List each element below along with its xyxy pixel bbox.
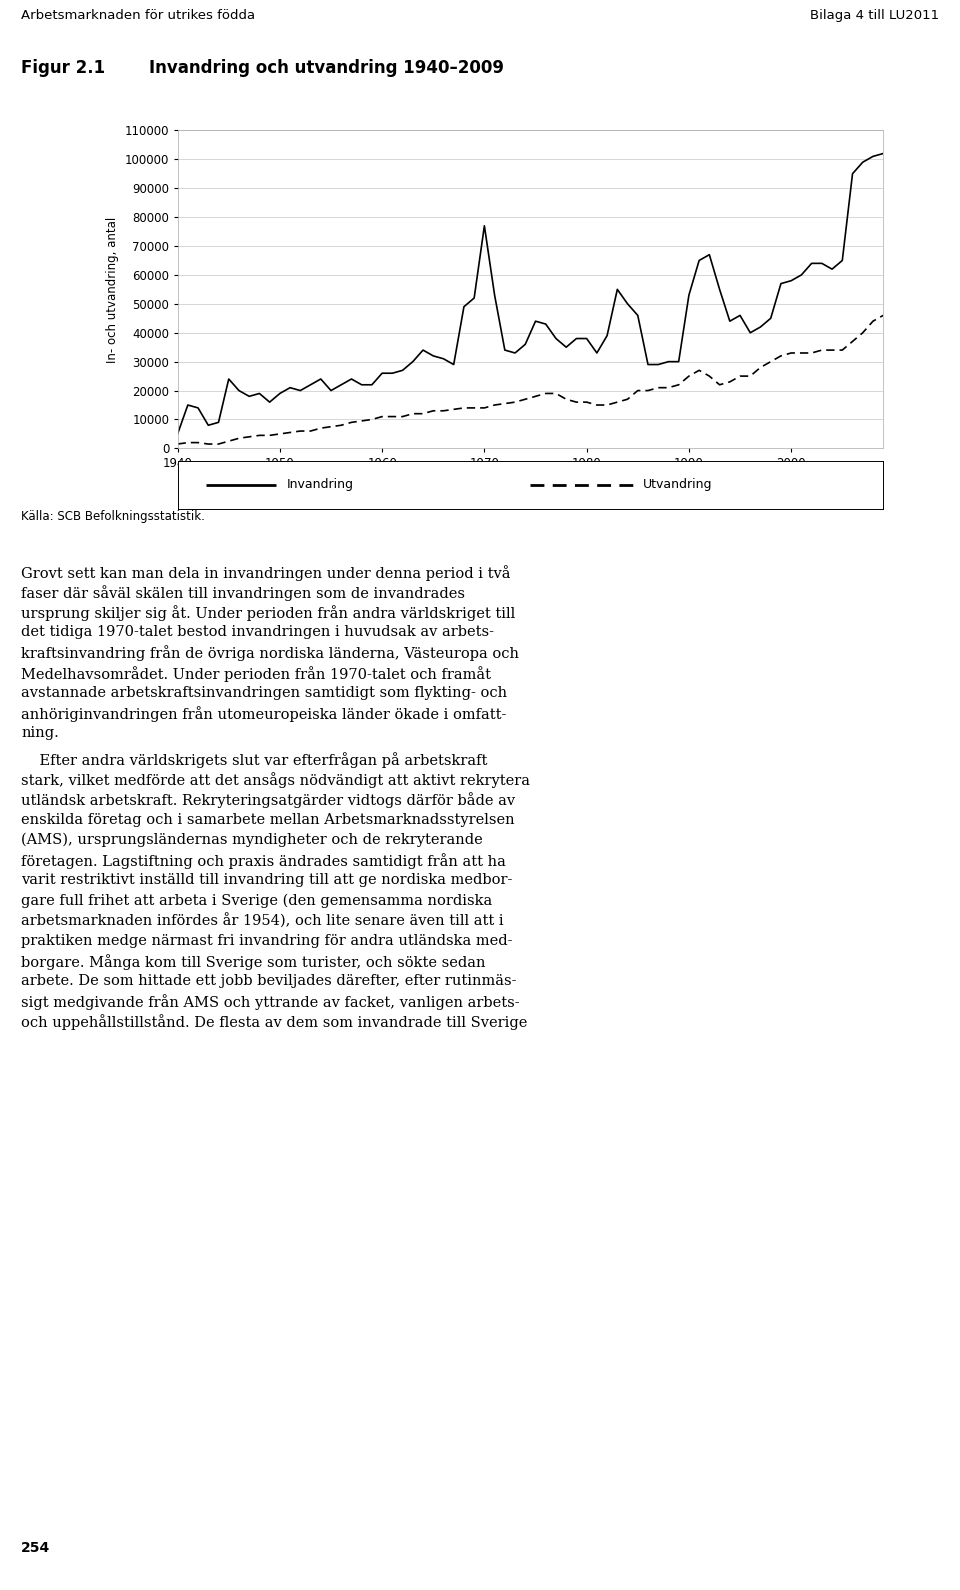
Text: Grovt sett kan man dela in invandringen under denna period i två: Grovt sett kan man dela in invandringen … xyxy=(21,564,511,580)
Text: ning.: ning. xyxy=(21,727,59,739)
Text: anhöriginvandringen från utomeuropeiska länder ökade i omfatt-: anhöriginvandringen från utomeuropeiska … xyxy=(21,706,507,722)
Text: Figur 2.1: Figur 2.1 xyxy=(21,59,106,76)
Y-axis label: In- och utvandring, antal: In- och utvandring, antal xyxy=(107,216,119,363)
Text: utländsk arbetskraft. Rekryteringsatgärder vidtogs därför både av: utländsk arbetskraft. Rekryteringsatgärd… xyxy=(21,792,516,808)
Text: arbete. De som hittade ett jobb beviljades därefter, efter rutinmäs-: arbete. De som hittade ett jobb beviljad… xyxy=(21,973,516,987)
Text: enskilda företag och i samarbete mellan Arbetsmarknadsstyrelsen: enskilda företag och i samarbete mellan … xyxy=(21,812,515,827)
Text: Efter andra världskrigets slut var efterfrågan på arbetskraft: Efter andra världskrigets slut var efter… xyxy=(21,752,488,768)
Text: praktiken medge närmast fri invandring för andra utländska med-: praktiken medge närmast fri invandring f… xyxy=(21,933,513,948)
Text: stark, vilket medförde att det ansågs nödvändigt att aktivt rekrytera: stark, vilket medförde att det ansågs nö… xyxy=(21,773,530,789)
Text: avstannade arbetskraftsinvandringen samtidigt som flykting- och: avstannade arbetskraftsinvandringen samt… xyxy=(21,685,507,700)
Text: varit restriktivt inställd till invandring till att ge nordiska medbor-: varit restriktivt inställd till invandri… xyxy=(21,873,513,887)
Text: Medelhavsområdet. Under perioden från 1970-talet och framåt: Medelhavsområdet. Under perioden från 19… xyxy=(21,666,492,682)
Text: Invandring: Invandring xyxy=(287,479,354,491)
Text: gare full frihet att arbeta i Sverige (den gemensamma nordiska: gare full frihet att arbeta i Sverige (d… xyxy=(21,894,492,908)
Text: Utvandring: Utvandring xyxy=(643,479,712,491)
Text: arbetsmarknaden infördes år 1954), och lite senare även till att i: arbetsmarknaden infördes år 1954), och l… xyxy=(21,913,504,929)
Text: och uppehållstillstånd. De flesta av dem som invandrade till Sverige: och uppehållstillstånd. De flesta av dem… xyxy=(21,1014,527,1030)
Text: det tidiga 1970-talet bestod invandringen i huvudsak av arbets-: det tidiga 1970-talet bestod invandringe… xyxy=(21,625,494,639)
Text: sigt medgivande från AMS och yttrande av facket, vanligen arbets-: sigt medgivande från AMS och yttrande av… xyxy=(21,994,519,1010)
Text: Arbetsmarknaden för utrikes födda: Arbetsmarknaden för utrikes födda xyxy=(21,8,255,22)
Text: kraftsinvandring från de övriga nordiska länderna, Västeuropa och: kraftsinvandring från de övriga nordiska… xyxy=(21,646,519,661)
Text: företagen. Lagstiftning och praxis ändrades samtidigt från att ha: företagen. Lagstiftning och praxis ändra… xyxy=(21,852,506,868)
Text: 254: 254 xyxy=(21,1541,50,1555)
Text: faser där såväl skälen till invandringen som de invandrades: faser där såväl skälen till invandringen… xyxy=(21,585,465,601)
Text: Källa: SCB Befolkningsstatistik.: Källa: SCB Befolkningsstatistik. xyxy=(21,510,205,523)
Text: borgare. Många kom till Sverige som turister, och sökte sedan: borgare. Många kom till Sverige som turi… xyxy=(21,954,486,970)
Text: Invandring och utvandring 1940–2009: Invandring och utvandring 1940–2009 xyxy=(149,59,504,76)
Text: (AMS), ursprungsländernas myndigheter och de rekryterande: (AMS), ursprungsländernas myndigheter oc… xyxy=(21,833,483,847)
Text: Bilaga 4 till LU2011: Bilaga 4 till LU2011 xyxy=(809,8,939,22)
Text: ursprung skiljer sig åt. Under perioden från andra världskriget till: ursprung skiljer sig åt. Under perioden … xyxy=(21,606,516,622)
